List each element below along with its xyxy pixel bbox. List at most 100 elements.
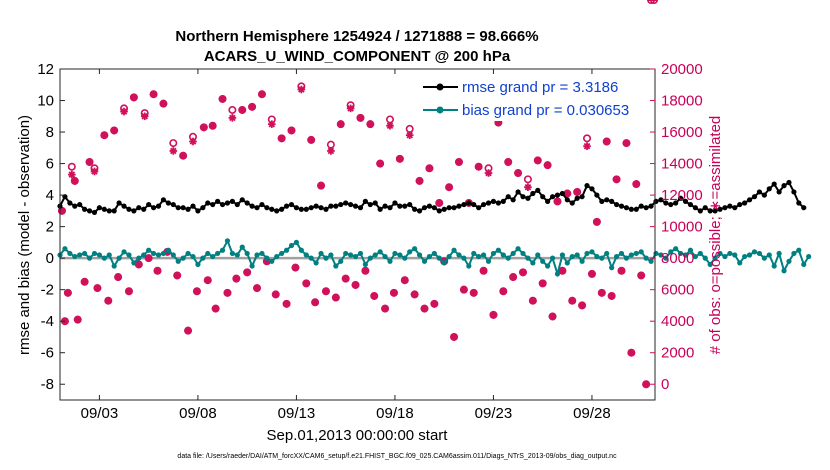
bias-point (776, 250, 782, 257)
x-tick-label: 09/13 (278, 405, 316, 422)
obs-assimilated-marker (474, 162, 483, 171)
bias-point (786, 258, 792, 264)
y-left-tick-label: 6 (46, 156, 54, 173)
rmse-point (702, 205, 708, 211)
rmse-point (352, 203, 359, 209)
y-left-tick-label: -6 (41, 345, 54, 362)
obs-assimilated-marker (499, 287, 508, 296)
rmse-point (298, 206, 304, 212)
rmse-point (471, 201, 477, 208)
rmse-point (594, 192, 600, 198)
obs-assimilated-marker (617, 266, 626, 275)
chart-title-line1: Northern Hemisphere 1254924 / 1271888 = … (175, 28, 538, 45)
bias-point (604, 250, 610, 257)
bias-point (200, 255, 206, 261)
obs-possible-marker (67, 162, 76, 171)
bias-point (658, 252, 664, 258)
rmse-point (412, 206, 418, 212)
bias-point (170, 252, 176, 258)
rmse-point (121, 203, 127, 209)
bias-point (525, 255, 531, 261)
rmse-point (476, 205, 482, 211)
rmse-point (510, 197, 516, 203)
bias-point (229, 250, 235, 257)
bias-point (628, 252, 634, 258)
obs-assimilated-marker (455, 158, 463, 166)
obs-assimilated-marker (588, 270, 596, 278)
obs-assimilated-marker (114, 273, 122, 281)
bias-point (737, 260, 743, 266)
rmse-point (313, 203, 319, 209)
rmse-point (239, 197, 245, 203)
bias-point (323, 255, 329, 261)
obs-assimilated-marker (311, 298, 319, 307)
bias-point (150, 250, 157, 257)
obs-possible-marker (583, 134, 592, 143)
obs-assimilated-marker (435, 199, 444, 207)
x-tick-label: 09/18 (376, 405, 414, 422)
obs-assimilated-marker (538, 279, 547, 288)
obs-assimilated-marker (70, 177, 79, 185)
rmse-point (382, 203, 388, 209)
obs-assimilated-marker (327, 147, 335, 155)
rmse-point (678, 195, 684, 201)
obs-assimilated-marker (386, 121, 394, 130)
bias-point (195, 261, 201, 268)
rmse-point (224, 200, 231, 206)
rmse-point (742, 200, 748, 206)
bias-point (618, 250, 625, 257)
obs-assimilated-marker (232, 274, 241, 283)
rmse-point (402, 203, 408, 209)
obs-count-markers (57, 0, 659, 389)
rmse-point (106, 208, 112, 214)
obs-assimilated-marker (479, 266, 488, 275)
obs-assimilated-marker (607, 292, 616, 300)
bias-point (298, 247, 304, 253)
obs-assimilated-marker (425, 164, 434, 173)
x-tick-label: 09/03 (81, 405, 119, 422)
bias-point (426, 253, 433, 260)
bias-point (72, 253, 78, 260)
obs-assimilated-marker (238, 106, 247, 114)
y-axis-right-ticks: 2000018000160001400012000100008000600040… (650, 61, 703, 393)
rmse-point (362, 198, 368, 204)
obs-assimilated-marker (346, 104, 355, 113)
bias-point (746, 252, 753, 258)
rmse-point (205, 200, 211, 206)
rmse-point (328, 203, 334, 209)
obs-assimilated-marker (514, 169, 522, 177)
obs-assimilated-marker (400, 276, 409, 285)
bias-point (254, 252, 260, 258)
bias-point (219, 247, 226, 253)
obs-assimilated-marker (598, 289, 606, 297)
obs-assimilated-marker (361, 266, 370, 275)
rmse-point (190, 203, 196, 209)
rmse-point (628, 206, 634, 212)
rmse-point (461, 201, 467, 208)
rmse-point (269, 206, 275, 212)
footnote-data-file: data file: /Users/raeder/DAI/ATM_forcXX/… (177, 453, 617, 460)
rmse-point (141, 206, 147, 212)
bias-point (623, 255, 630, 261)
bias-point (279, 250, 285, 257)
rmse-point (520, 194, 526, 200)
bias-point (678, 250, 684, 257)
bias-point (249, 263, 255, 269)
bias-point (165, 247, 171, 253)
rmse-point (766, 186, 772, 192)
rmse-point (682, 198, 689, 204)
bias-point (283, 247, 290, 253)
obs-assimilated-marker (130, 93, 138, 102)
y-left-tick-label: -4 (41, 313, 54, 330)
bias-point (116, 255, 122, 261)
rmse-point (737, 201, 743, 208)
rmse-point (431, 205, 437, 211)
obs-assimilated-marker (568, 296, 577, 305)
obs-assimilated-marker (484, 169, 493, 177)
rmse-point (599, 198, 605, 204)
obs-assimilated-marker (85, 158, 94, 166)
bias-point (77, 252, 83, 258)
bias-point (751, 249, 758, 255)
bias-point (91, 250, 98, 257)
bias-point (668, 249, 674, 255)
